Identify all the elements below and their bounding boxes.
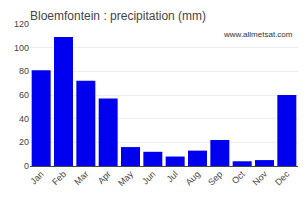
svg-text:Aug: Aug <box>184 169 202 187</box>
svg-text:100: 100 <box>14 43 29 53</box>
svg-text:20: 20 <box>19 137 29 147</box>
svg-text:Oct: Oct <box>230 169 247 186</box>
svg-text:Mar: Mar <box>72 169 90 187</box>
svg-text:Sep: Sep <box>206 169 224 187</box>
svg-text:www.allmetsat.com: www.allmetsat.com <box>223 30 293 39</box>
svg-text:May: May <box>116 169 135 188</box>
svg-text:Jun: Jun <box>140 169 157 186</box>
svg-text:Feb: Feb <box>50 169 68 187</box>
svg-text:Apr: Apr <box>96 169 113 186</box>
svg-text:Bloemfontein : precipitation (: Bloemfontein : precipitation (mm) <box>30 9 206 23</box>
svg-text:Nov: Nov <box>251 169 270 188</box>
svg-text:Jan: Jan <box>28 169 45 186</box>
svg-text:0: 0 <box>24 161 29 171</box>
svg-text:80: 80 <box>19 66 29 76</box>
svg-text:40: 40 <box>19 114 29 124</box>
svg-text:120: 120 <box>14 19 29 29</box>
svg-text:Dec: Dec <box>273 169 292 188</box>
svg-text:Jul: Jul <box>165 169 180 184</box>
svg-text:60: 60 <box>19 90 29 100</box>
